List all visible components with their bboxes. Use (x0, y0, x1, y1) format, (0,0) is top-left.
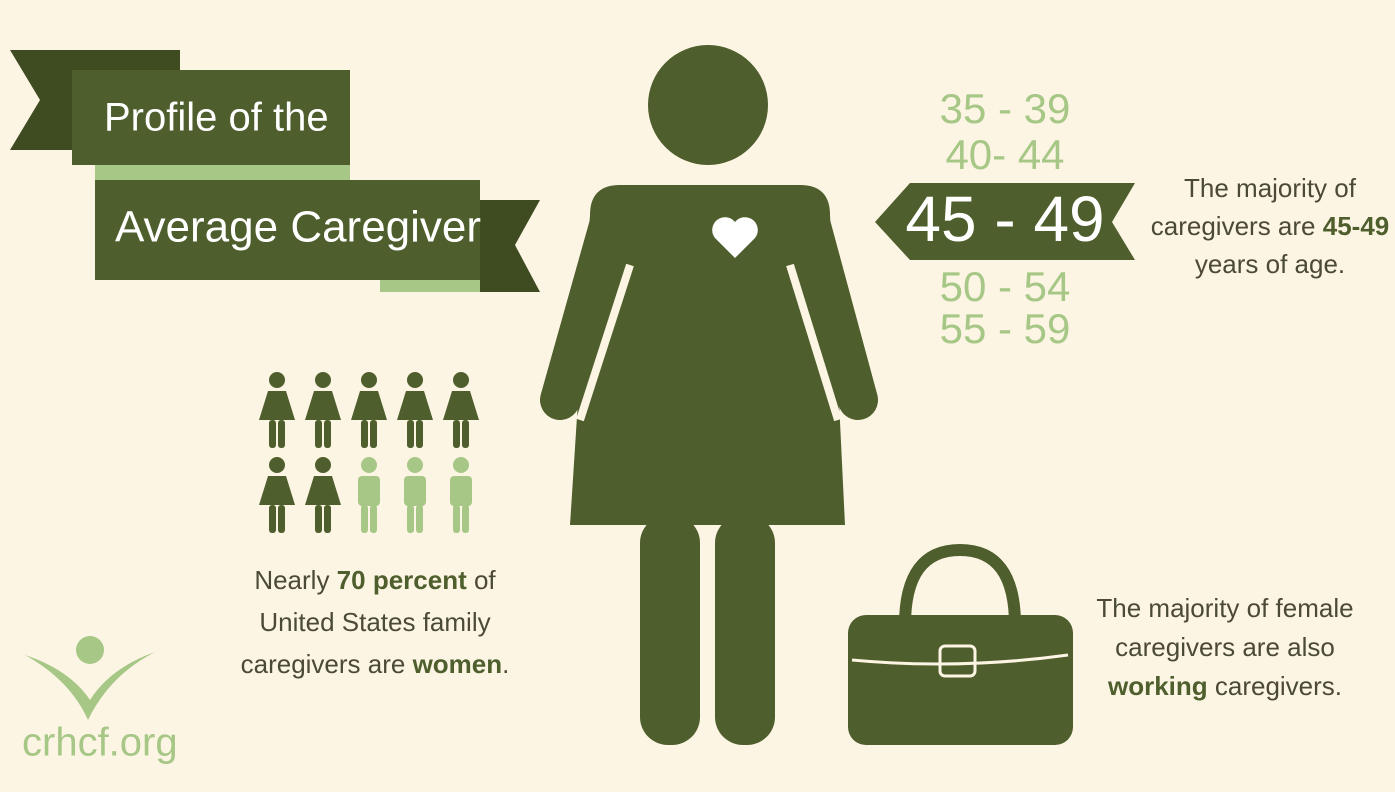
note-text: 70 percent (337, 565, 467, 595)
age-range: 55 - 59 (940, 305, 1071, 352)
note-text: women (412, 649, 503, 679)
person-leg (315, 420, 322, 448)
person-leg (324, 505, 331, 533)
note-text: working (1107, 671, 1208, 701)
note-text: years of age. (1195, 249, 1345, 279)
note-text: caregivers. (1208, 671, 1342, 701)
person-head (269, 457, 285, 473)
person-head (269, 372, 285, 388)
person-head (407, 372, 423, 388)
person-head (407, 457, 423, 473)
note-text: of (467, 565, 497, 595)
person-body (358, 476, 380, 506)
page: Profile of the Average Caregiver 35 - 39… (0, 0, 1395, 792)
note-text: United States family (259, 607, 490, 637)
person-leg (361, 505, 368, 533)
person-leg (324, 420, 331, 448)
ribbon-fold (380, 280, 480, 292)
note-line: The majority of female (1096, 593, 1353, 623)
person-leg (462, 505, 469, 533)
person-head (315, 457, 331, 473)
note-text: caregivers are (1151, 211, 1323, 241)
note-line: caregivers are women. (241, 649, 510, 679)
age-range: 40- 44 (945, 131, 1064, 178)
logo-text: crhcf.org (22, 721, 178, 765)
person-leg (278, 420, 285, 448)
person-head (453, 372, 469, 388)
note-text: . (502, 649, 509, 679)
note-line: years of age. (1195, 249, 1345, 279)
note-line: United States family (259, 607, 490, 637)
title-line: Average Caregiver (115, 203, 481, 252)
person-leg (416, 505, 423, 533)
note-text: 45-49 (1323, 211, 1390, 241)
person-leg (416, 420, 423, 448)
person-head (361, 457, 377, 473)
bag (848, 615, 1073, 745)
person-leg (462, 420, 469, 448)
note-text: The majority of (1184, 173, 1357, 203)
person-head (315, 372, 331, 388)
age-range: 35 - 39 (940, 85, 1071, 132)
note-line: working caregivers. (1107, 671, 1342, 701)
person-leg (361, 420, 368, 448)
note-text: caregivers are (241, 649, 413, 679)
age-highlight: 45 - 49 (905, 183, 1104, 255)
infographic: Profile of the Average Caregiver 35 - 39… (0, 0, 1395, 792)
person-leg (453, 505, 460, 533)
person-leg (269, 505, 276, 533)
person-leg (407, 420, 414, 448)
person-head (453, 457, 469, 473)
person-leg (370, 420, 377, 448)
person-body (404, 476, 426, 506)
ribbon-fold (95, 165, 350, 180)
note-text: caregivers are also (1115, 632, 1335, 662)
note-text: Nearly (254, 565, 336, 595)
note-line: caregivers are 45-49 (1151, 211, 1389, 241)
note-line: caregivers are also (1115, 632, 1335, 662)
person-leg (370, 505, 377, 533)
person-leg (453, 420, 460, 448)
person-leg (315, 505, 322, 533)
title-line: Profile of the (104, 96, 329, 140)
person-leg (269, 420, 276, 448)
note-line: The majority of (1184, 173, 1357, 203)
person-head (361, 372, 377, 388)
person-leg (278, 505, 285, 533)
note-text: The majority of female (1096, 593, 1353, 623)
person-body (450, 476, 472, 506)
person-leg (407, 505, 414, 533)
age-range: 50 - 54 (940, 263, 1071, 310)
logo-dot (76, 636, 104, 664)
note-line: Nearly 70 percent of (254, 565, 496, 595)
